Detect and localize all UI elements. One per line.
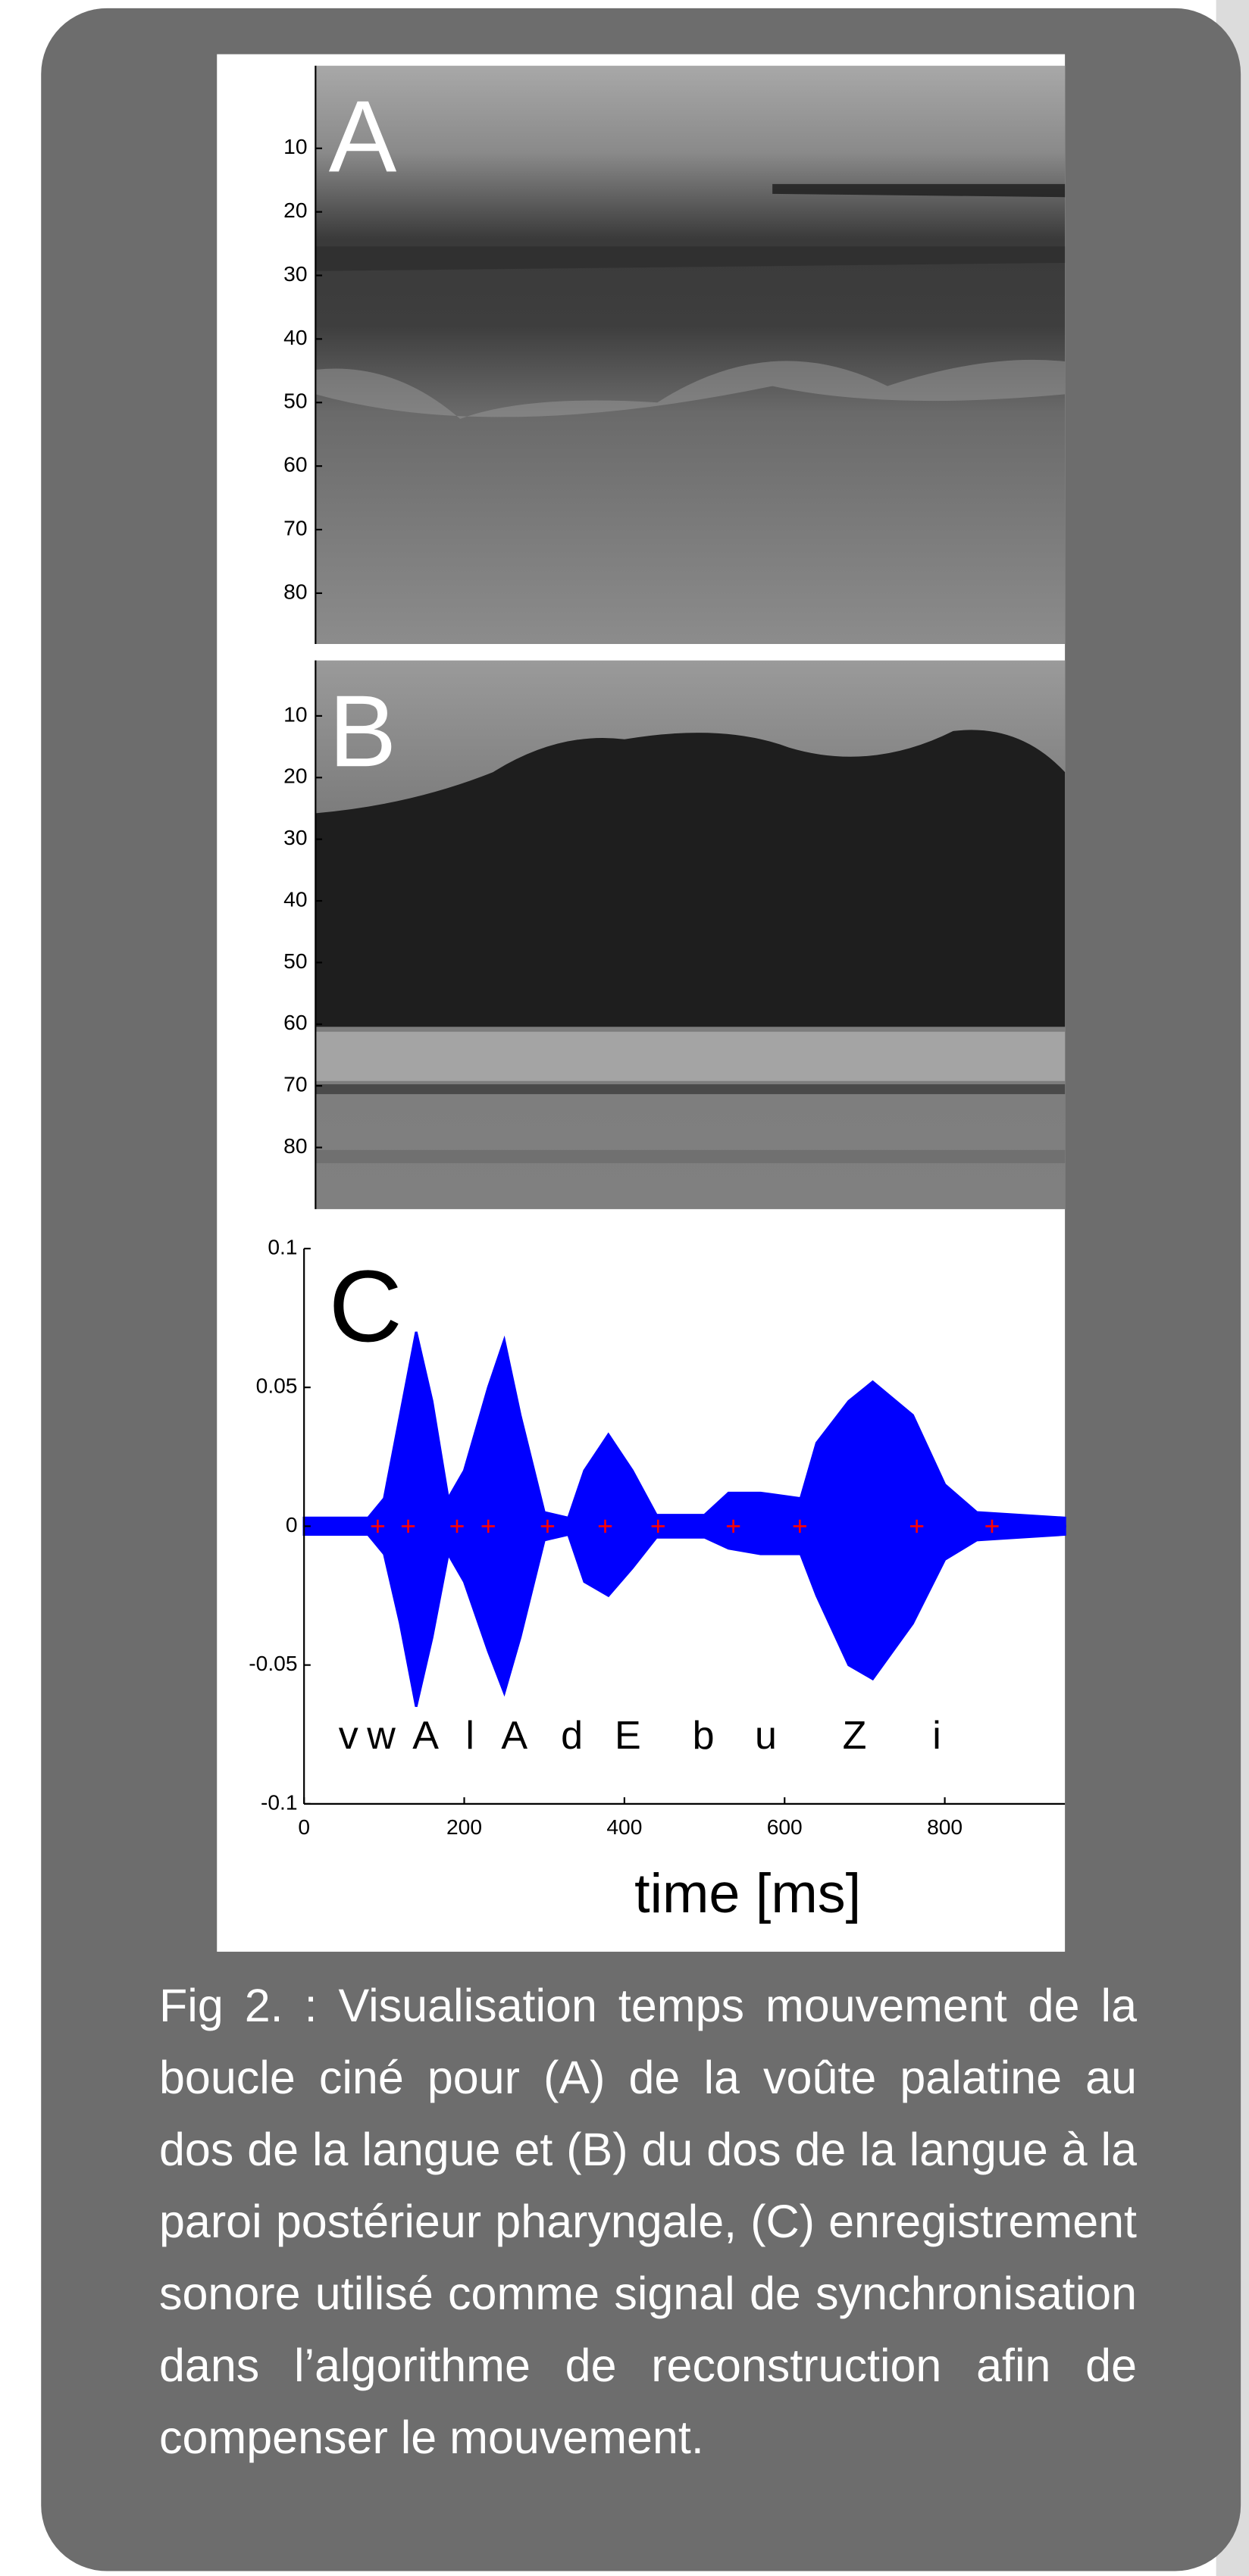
- x-tick-label: 400: [606, 1815, 642, 1839]
- phoneme-label: v: [339, 1714, 358, 1758]
- marker: [540, 1519, 555, 1533]
- y-tick-label: 0.1: [268, 1234, 297, 1258]
- y-tick-label: 0.05: [256, 1374, 298, 1398]
- y-tick-label: 70: [283, 515, 307, 539]
- phoneme-label: Z: [843, 1714, 867, 1758]
- phoneme-label: A: [412, 1714, 439, 1758]
- y-tick-label: 60: [283, 1010, 307, 1034]
- image-b: [315, 660, 1066, 1209]
- panel-label: A: [329, 80, 397, 193]
- y-tick-label: 20: [283, 198, 307, 222]
- marker: [401, 1519, 415, 1533]
- y-tick-label: 0: [286, 1512, 298, 1537]
- y-tick-label: 10: [283, 134, 307, 158]
- x-tick-label: 800: [927, 1815, 963, 1839]
- marker: [450, 1519, 464, 1533]
- y-tick-label: 20: [283, 764, 307, 788]
- panel-label: C: [329, 1249, 402, 1363]
- y-tick-label: 80: [283, 579, 307, 603]
- marker: [598, 1519, 612, 1533]
- marker: [793, 1519, 806, 1533]
- marker: [651, 1519, 665, 1533]
- y-tick-label: 40: [283, 325, 307, 349]
- y-tick-label: 70: [283, 1072, 307, 1096]
- y-tick-label: 10: [283, 702, 307, 726]
- marker: [371, 1519, 385, 1533]
- y-tick-label: 60: [283, 452, 307, 477]
- x-tick-label: 0: [298, 1815, 310, 1839]
- y-tick-label: 50: [283, 389, 307, 413]
- x-tick-label: 200: [446, 1815, 482, 1839]
- phoneme-label: E: [615, 1714, 641, 1758]
- phoneme-label: l: [465, 1714, 474, 1758]
- panel-label: B: [329, 674, 397, 788]
- marker: [481, 1519, 495, 1533]
- y-tick-label: 80: [283, 1133, 307, 1158]
- waveform-lower: [302, 1524, 1066, 1707]
- marker: [985, 1519, 999, 1533]
- marker: [726, 1519, 740, 1533]
- caption: Fig 2. : Visualisation temps mouvement d…: [159, 1980, 1137, 2463]
- y-tick-label: -0.1: [261, 1790, 298, 1814]
- phoneme-label: i: [932, 1714, 941, 1758]
- waveform-upper: [302, 1331, 1066, 1528]
- image-a: [315, 65, 1066, 645]
- x-tick-label: 600: [767, 1815, 803, 1839]
- phoneme-label: b: [693, 1714, 715, 1758]
- x-axis-label: time [ms]: [634, 1862, 861, 1924]
- y-tick-label: -0.05: [249, 1651, 297, 1675]
- y-tick-label: 50: [283, 949, 307, 973]
- phoneme-label: A: [501, 1714, 527, 1758]
- y-tick-label: 30: [283, 261, 307, 286]
- phoneme-label: w: [366, 1714, 396, 1758]
- y-tick-label: 40: [283, 886, 307, 911]
- marker: [909, 1519, 924, 1533]
- phoneme-label: d: [561, 1714, 583, 1758]
- phoneme-label: u: [755, 1714, 777, 1758]
- y-tick-label: 30: [283, 825, 307, 849]
